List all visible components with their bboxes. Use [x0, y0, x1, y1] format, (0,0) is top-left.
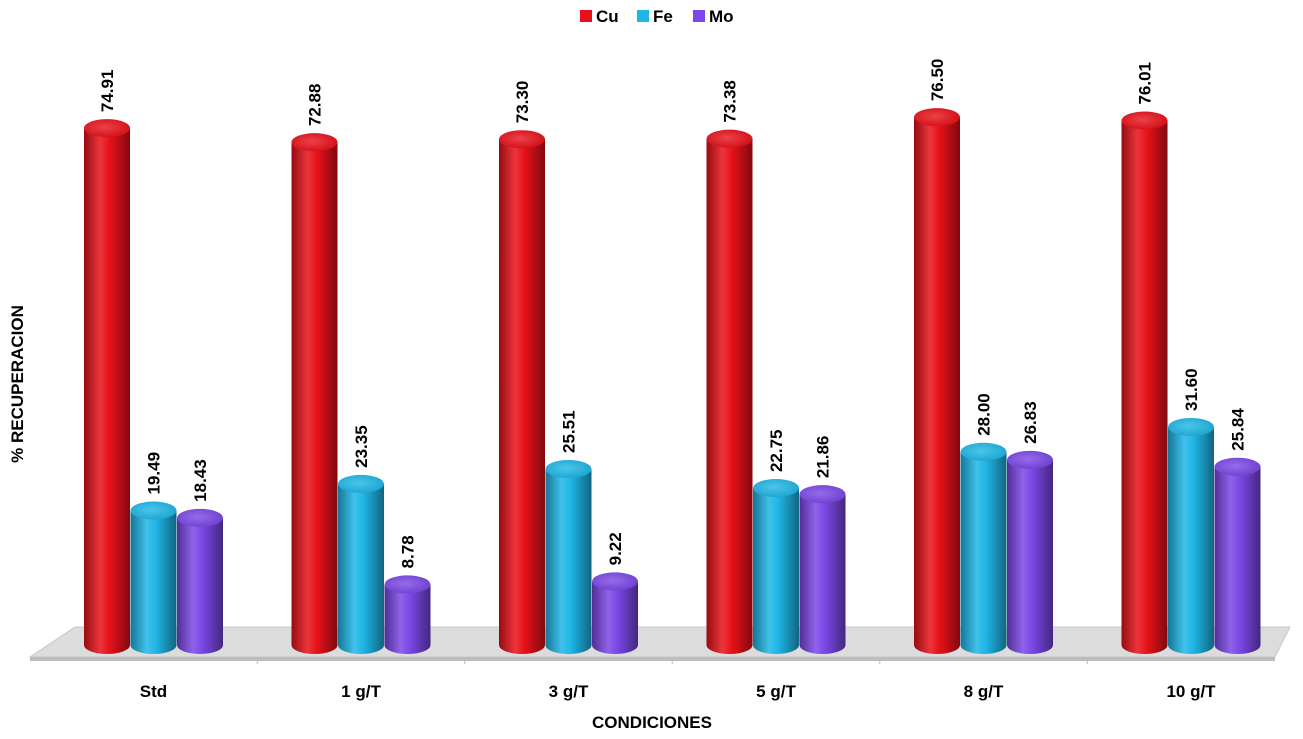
bar-body	[753, 488, 799, 654]
bar-body	[130, 510, 177, 654]
value-label-cu-1: 72.88	[306, 84, 325, 127]
value-label-fe-4: 28.00	[975, 393, 994, 436]
bar-cu-5	[1121, 111, 1168, 654]
bar-top	[799, 485, 846, 504]
bar-mo-5	[1214, 457, 1261, 654]
bar-body	[177, 517, 223, 654]
bar-body	[914, 117, 960, 654]
bar-top	[177, 508, 223, 527]
legend-swatch-cu	[580, 10, 592, 22]
bar-fe-1	[338, 474, 384, 654]
bar-fe-2	[545, 459, 592, 654]
bar-top	[753, 479, 799, 498]
bar-top	[1214, 457, 1261, 476]
value-label-mo-3: 21.86	[814, 436, 833, 479]
value-label-cu-3: 73.38	[721, 80, 740, 123]
x-tick-label-4: 8 g/T	[964, 682, 1004, 701]
bar-fe-5	[1168, 417, 1214, 654]
value-label-mo-0: 18.43	[191, 459, 210, 502]
bar-top	[84, 119, 130, 138]
bar-cu-0	[84, 119, 130, 655]
bar-mo-2	[592, 572, 638, 654]
value-label-mo-1: 8.78	[399, 535, 418, 568]
bar-top	[499, 130, 545, 149]
x-tick-label-5: 10 g/T	[1166, 682, 1216, 701]
bar-body	[592, 581, 638, 654]
bar-top	[545, 459, 592, 478]
value-label-cu-4: 76.50	[928, 59, 947, 102]
bar-mo-0	[177, 508, 223, 654]
legend-swatch-mo	[693, 10, 705, 22]
bar-body	[1007, 459, 1053, 654]
x-tick-label-3: 5 g/T	[756, 682, 796, 701]
bar-body	[291, 142, 338, 655]
legend-label-mo: Mo	[709, 7, 734, 26]
legend-item-mo: Mo	[693, 7, 734, 26]
floor-front	[30, 657, 1275, 661]
value-label-cu-0: 74.91	[98, 70, 117, 113]
value-label-fe-1: 23.35	[352, 425, 371, 468]
bar-cu-1	[291, 133, 338, 655]
x-tick-label-1: 1 g/T	[341, 682, 381, 701]
bar-top	[130, 501, 177, 520]
bar-body	[1121, 120, 1168, 654]
bar-top	[914, 108, 960, 127]
value-label-cu-5: 76.01	[1136, 62, 1155, 105]
bar-body	[84, 128, 130, 655]
bar-top	[1007, 450, 1053, 469]
bar-top	[706, 129, 753, 148]
bar-top	[960, 442, 1007, 461]
x-tick-label-0: Std	[140, 682, 167, 701]
value-label-cu-2: 73.30	[513, 81, 532, 124]
value-label-mo-2: 9.22	[606, 532, 625, 565]
legend-item-cu: Cu	[580, 7, 619, 26]
x-axis-title: CONDICIONES	[592, 713, 712, 732]
bar-fe-0	[130, 501, 177, 654]
legend-item-fe: Fe	[637, 7, 673, 26]
bar-top	[592, 572, 638, 591]
bar-body	[1168, 426, 1214, 654]
bar-fe-3	[753, 479, 799, 654]
bar-top	[338, 474, 384, 493]
bar-top	[1168, 417, 1214, 436]
bar-body	[545, 468, 592, 654]
bar-top	[291, 133, 338, 152]
bar-top	[384, 575, 431, 594]
y-axis-title: % RECUPERACION	[8, 305, 27, 463]
bar-body	[799, 494, 846, 654]
x-tick-label-2: 3 g/T	[549, 682, 589, 701]
bar-cu-4	[914, 108, 960, 654]
bar-body	[706, 138, 753, 655]
bar-body	[1214, 466, 1261, 654]
bars-layer	[84, 108, 1261, 655]
bar-cu-3	[706, 129, 753, 655]
bar-body	[384, 584, 431, 654]
value-label-fe-3: 22.75	[767, 429, 786, 472]
value-labels-layer: 74.91 19.49 18.43 72.88 23.35 8.78 73.30 25.51 9…	[98, 59, 1248, 569]
bar-mo-4	[1007, 450, 1053, 654]
value-label-fe-0: 19.49	[145, 452, 164, 495]
legend-label-cu: Cu	[596, 7, 619, 26]
bar-cu-2	[499, 130, 545, 655]
bar-body	[960, 451, 1007, 654]
legend-label-fe: Fe	[653, 7, 673, 26]
value-label-mo-4: 26.83	[1021, 401, 1040, 444]
legend-swatch-fe	[637, 10, 649, 22]
bar-top	[1121, 111, 1168, 130]
bar-mo-1	[384, 575, 431, 654]
bar-fe-4	[960, 442, 1007, 654]
bar-mo-3	[799, 485, 846, 654]
value-label-fe-2: 25.51	[560, 410, 579, 453]
legend: Cu Fe Mo	[580, 7, 734, 26]
value-label-mo-5: 25.84	[1229, 408, 1248, 451]
x-tick-labels: Std 1 g/T 3 g/T 5 g/T 8 g/T 10 g/T	[140, 657, 1216, 701]
bar-body	[499, 139, 545, 655]
bar-body	[338, 483, 384, 654]
value-label-fe-5: 31.60	[1182, 368, 1201, 411]
